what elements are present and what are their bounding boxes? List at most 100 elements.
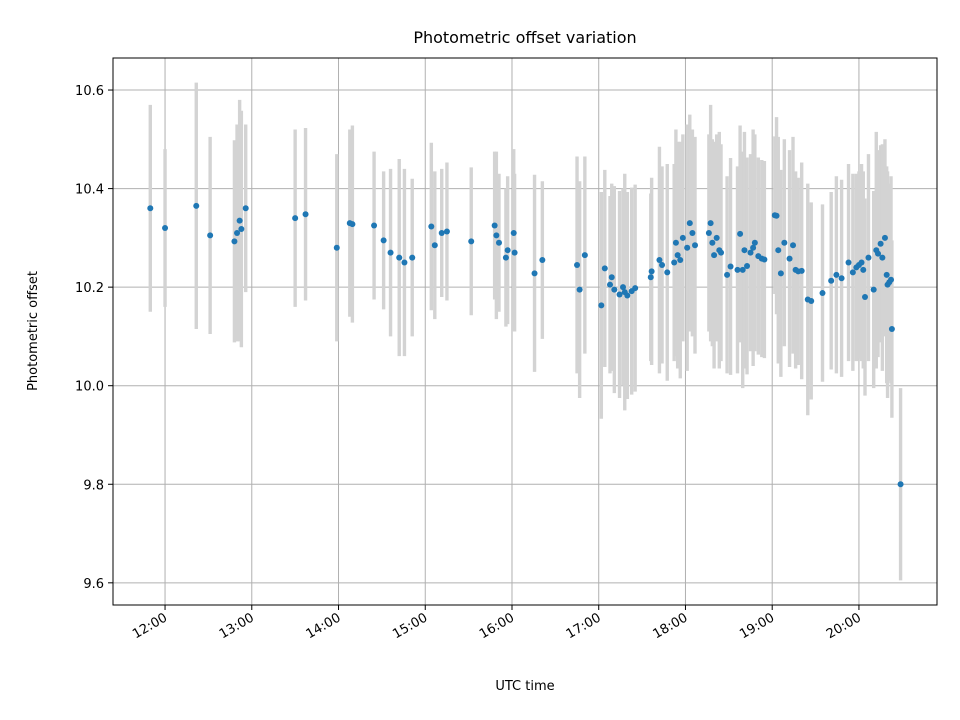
data-point: [747, 249, 754, 256]
data-point: [234, 229, 241, 236]
data-point: [608, 274, 615, 281]
data-point: [493, 232, 500, 239]
data-point: [431, 242, 438, 249]
data-point: [862, 294, 869, 301]
data-point: [624, 292, 631, 299]
x-tick-label: 15:00: [390, 610, 430, 642]
y-axis-label: Photometric offset: [26, 271, 41, 391]
data-point: [656, 257, 663, 264]
x-tick-label: 16:00: [477, 610, 517, 642]
data-point: [883, 271, 890, 278]
data-point: [574, 261, 581, 268]
y-tick-label: 10.0: [75, 380, 104, 395]
data-point: [387, 249, 394, 256]
data-point: [786, 255, 793, 262]
data-point: [238, 225, 245, 232]
data-point: [302, 211, 309, 218]
data-point: [672, 239, 679, 246]
data-point: [881, 234, 888, 241]
data-point: [409, 254, 416, 261]
data-point: [744, 262, 751, 269]
data-point: [724, 271, 731, 278]
data-point: [750, 244, 757, 251]
data-point: [679, 234, 686, 241]
data-point: [648, 268, 655, 275]
data-point: [671, 259, 678, 266]
y-tick-label: 10.6: [75, 84, 104, 99]
data-point: [511, 249, 518, 256]
data-point: [333, 244, 340, 251]
data-point: [231, 238, 238, 245]
data-point: [751, 239, 758, 246]
data-point: [711, 252, 718, 259]
data-point: [438, 229, 445, 236]
chart-title: Photometric offset variation: [413, 28, 636, 47]
data-point: [888, 276, 895, 283]
data-point: [601, 265, 608, 272]
x-tick-label: 14:00: [304, 610, 344, 642]
data-point: [879, 254, 886, 261]
data-point: [147, 205, 154, 212]
data-point: [798, 267, 805, 274]
data-point: [877, 240, 884, 247]
data-point: [705, 229, 712, 236]
data-point: [819, 290, 826, 297]
data-point: [292, 215, 299, 222]
data-point: [875, 250, 882, 257]
data-point: [659, 261, 666, 268]
data-point: [713, 234, 720, 241]
data-point: [539, 257, 546, 264]
data-point: [674, 252, 681, 259]
data-point: [718, 249, 725, 256]
plot-frame: [112, 57, 938, 606]
data-point: [860, 266, 867, 273]
data-point: [632, 285, 639, 292]
data-point: [775, 247, 782, 254]
data-point: [371, 222, 378, 229]
y-tick-label: 10.4: [75, 183, 104, 198]
data-point: [611, 286, 618, 293]
data-point: [888, 326, 895, 333]
data-point: [858, 259, 865, 266]
x-tick-label: 13:00: [217, 610, 257, 642]
data-point: [576, 286, 583, 293]
data-point: [761, 256, 768, 263]
data-point: [502, 254, 509, 261]
data-point: [349, 221, 356, 228]
y-tick-label: 10.2: [75, 281, 104, 296]
data-point: [707, 220, 714, 227]
data-point: [741, 247, 748, 254]
data-point: [838, 275, 845, 282]
data-point: [773, 212, 780, 219]
data-point: [828, 277, 835, 284]
data-point: [897, 481, 904, 488]
data-point: [495, 239, 502, 246]
data-point: [380, 237, 387, 244]
data-point: [491, 222, 498, 229]
data-point: [865, 254, 872, 261]
data-point: [664, 269, 671, 276]
data-point: [790, 242, 797, 249]
y-tick-label: 9.8: [83, 478, 104, 493]
data-point: [777, 270, 784, 277]
x-tick-label: 12:00: [130, 610, 170, 642]
x-tick-label: 17:00: [564, 610, 604, 642]
error-bars: [148, 82, 903, 581]
data-point: [870, 286, 877, 293]
data-point: [734, 266, 741, 273]
data-point: [620, 284, 627, 291]
data-point: [581, 252, 588, 259]
data-point: [781, 239, 788, 246]
data-point: [709, 239, 716, 246]
data-point: [849, 269, 856, 276]
data-point: [193, 202, 200, 209]
data-point: [737, 230, 744, 237]
data-point: [396, 254, 403, 261]
data-points: [147, 202, 904, 488]
data-point: [684, 244, 691, 251]
data-point: [727, 263, 734, 270]
data-point: [808, 297, 815, 304]
data-point: [616, 291, 623, 298]
data-point: [242, 205, 249, 212]
